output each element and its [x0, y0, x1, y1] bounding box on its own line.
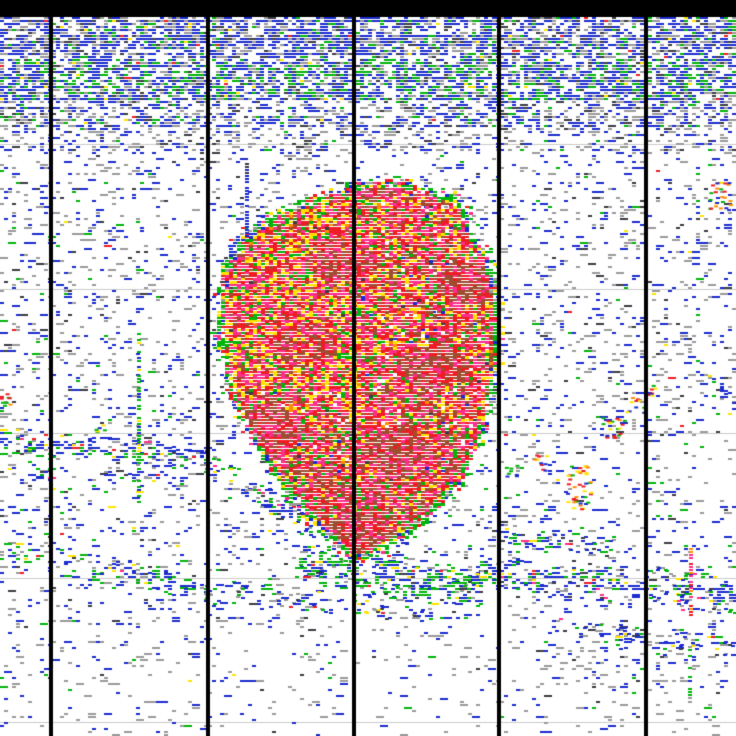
echogram-view — [0, 0, 736, 736]
echogram-canvas — [0, 0, 736, 736]
